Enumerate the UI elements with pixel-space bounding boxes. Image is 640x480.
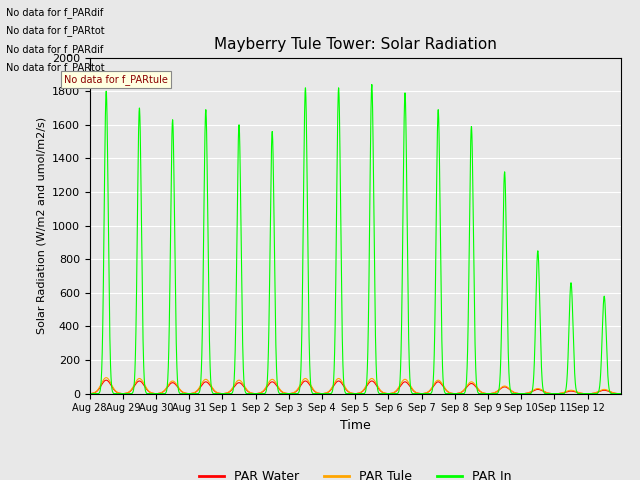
Y-axis label: Solar Radiation (W/m2 and umol/m2/s): Solar Radiation (W/m2 and umol/m2/s) [36,117,46,334]
X-axis label: Time: Time [340,419,371,432]
Text: No data for f_PARdif: No data for f_PARdif [6,44,104,55]
Title: Mayberry Tule Tower: Solar Radiation: Mayberry Tule Tower: Solar Radiation [214,37,497,52]
Text: No data for f_PARdif: No data for f_PARdif [6,7,104,18]
Legend: PAR Water, PAR Tule, PAR In: PAR Water, PAR Tule, PAR In [194,465,516,480]
Text: No data for f_PARtot: No data for f_PARtot [6,62,105,73]
Text: No data for f_PARtot: No data for f_PARtot [6,25,105,36]
Text: No data for f_PARtule: No data for f_PARtule [64,74,168,85]
